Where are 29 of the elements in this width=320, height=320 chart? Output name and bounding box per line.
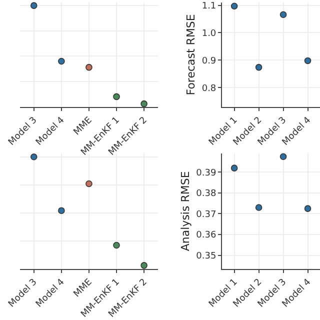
point	[304, 57, 312, 64]
point	[140, 100, 148, 108]
point	[280, 11, 287, 18]
point	[86, 180, 92, 188]
point	[58, 58, 65, 65]
y-tick-label: 0.37	[196, 210, 216, 220]
y-tick-label: 1.1	[202, 1, 216, 12]
y-tick-label: 0.39	[196, 168, 216, 178]
point	[304, 205, 312, 212]
y-tick-label: 0.9	[202, 56, 216, 66]
y-tick-label: 0.38	[196, 189, 216, 200]
point	[30, 153, 38, 160]
y-axis-title: Forecast RMSE	[184, 14, 198, 96]
point	[140, 262, 148, 269]
y-tick-label: 0.8	[202, 84, 216, 94]
y-tick-label: 0.35	[196, 251, 216, 262]
y-axis-title: Analysis RMSE	[178, 171, 192, 252]
point	[113, 242, 120, 249]
point	[113, 93, 120, 100]
point	[58, 207, 65, 214]
y-tick-label: 0.36	[196, 230, 216, 241]
point	[280, 153, 287, 160]
point	[230, 164, 238, 172]
point	[30, 2, 38, 9]
point	[255, 204, 262, 211]
point	[86, 64, 92, 71]
point	[255, 64, 262, 71]
y-tick-label: 1.0	[202, 28, 216, 39]
point	[230, 2, 238, 10]
